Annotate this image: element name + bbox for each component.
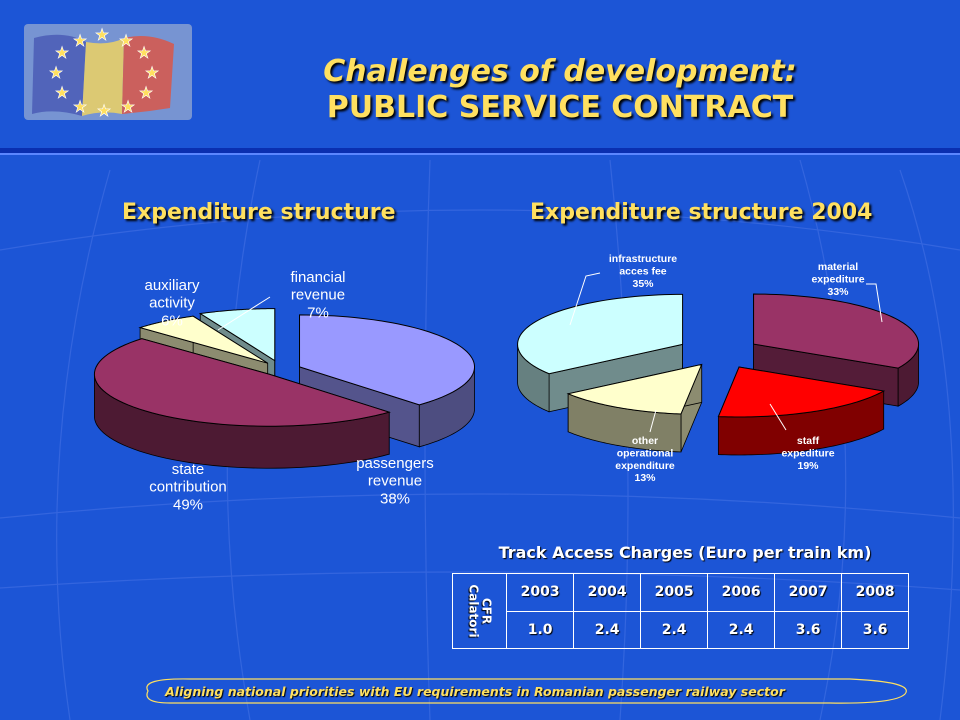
svg-text:★: ★ [55,43,69,62]
value-cell: 3.6 [841,610,910,649]
pie-slice-label: material expediture 33% [811,261,864,298]
year-cell: 2006 [707,573,776,612]
svg-text:★: ★ [137,43,151,62]
pie-slice-label: passengers revenue 38% [356,455,434,507]
leader-line [649,409,657,433]
pie-slice-4 [517,293,684,375]
leader-line [569,272,601,326]
track-access-charges-table: CFR Calatori 2003 2004 2005 2006 2007 20… [451,573,910,649]
year-cell: 2008 [841,573,910,612]
pie-slice-label: financial revenue 7% [290,269,345,321]
pie-slice-1 [753,293,920,369]
value-cell: 2.4 [640,610,709,649]
pie-slice-label: other operational expenditure 13% [615,435,675,484]
pie-slice-3 [566,363,703,415]
svg-text:★: ★ [121,97,135,116]
svg-text:★: ★ [95,25,109,44]
row-header-cell: CFR Calatori [451,573,508,649]
pie-slice-2 [93,338,391,427]
pie-slice-label: state contribution 49% [149,461,227,513]
value-cell: 2.4 [707,610,776,649]
header-divider-highlight [0,153,960,155]
svg-text:★: ★ [119,31,133,50]
table-row-years: CFR Calatori 2003 2004 2005 2006 2007 20… [451,573,910,649]
pie-slice-1 [299,314,475,406]
leader-line [217,296,271,331]
pie-slice-label: auxiliary activity 6% [144,277,200,329]
svg-text:★: ★ [97,101,111,120]
chart1-title: Expenditure structure [122,200,396,225]
footer-text: Aligning national priorities with EU req… [165,684,785,699]
year-cell: 2004 [573,573,642,612]
year-cell: 2003 [506,573,575,612]
pie-slice-label: staff expediture 19% [781,435,834,472]
svg-text:★: ★ [49,63,63,82]
pie-slice-3 [138,315,268,364]
pie-slice-2 [717,366,886,418]
svg-text:★: ★ [139,83,153,102]
value-cell: 2.4 [573,610,642,649]
svg-text:★: ★ [55,83,69,102]
footer-banner [146,678,907,704]
svg-text:★: ★ [73,31,87,50]
page-title-line1: Challenges of development: [323,54,797,89]
table-title: Track Access Charges (Euro per train km) [498,543,872,562]
pie-chart-2: material expediture 33% staff expediture 19% o… [517,253,920,484]
year-cell: 2005 [640,573,709,612]
table-row-values: 1.0 2.4 2.4 2.4 3.6 3.6 [453,610,910,649]
eu-romania-flag-logo: ★ ★ ★ ★ ★ ★ ★ ★ ★ ★ ★ ★ [24,24,192,120]
pie-chart-1: passengers revenue 38% state contribution 49%… [93,269,475,513]
leader-line [866,283,883,323]
pie-slice-label: infrastructure acces fee 35% [609,253,677,290]
value-cell: 3.6 [774,610,843,649]
value-cell: 1.0 [506,610,575,649]
page-title-line2: PUBLIC SERVICE CONTRACT [326,90,794,125]
chart2-title: Expenditure structure 2004 [530,200,873,225]
year-cell: 2007 [774,573,843,612]
pie-slice-4 [198,308,276,362]
row-header-line1: CFR [479,597,494,624]
row-header-label: CFR Calatori [466,583,494,638]
header-divider [0,148,960,153]
svg-text:★: ★ [145,63,159,82]
leader-line [769,403,787,431]
row-header-line2: Calatori [466,583,481,638]
svg-text:★: ★ [73,97,87,116]
